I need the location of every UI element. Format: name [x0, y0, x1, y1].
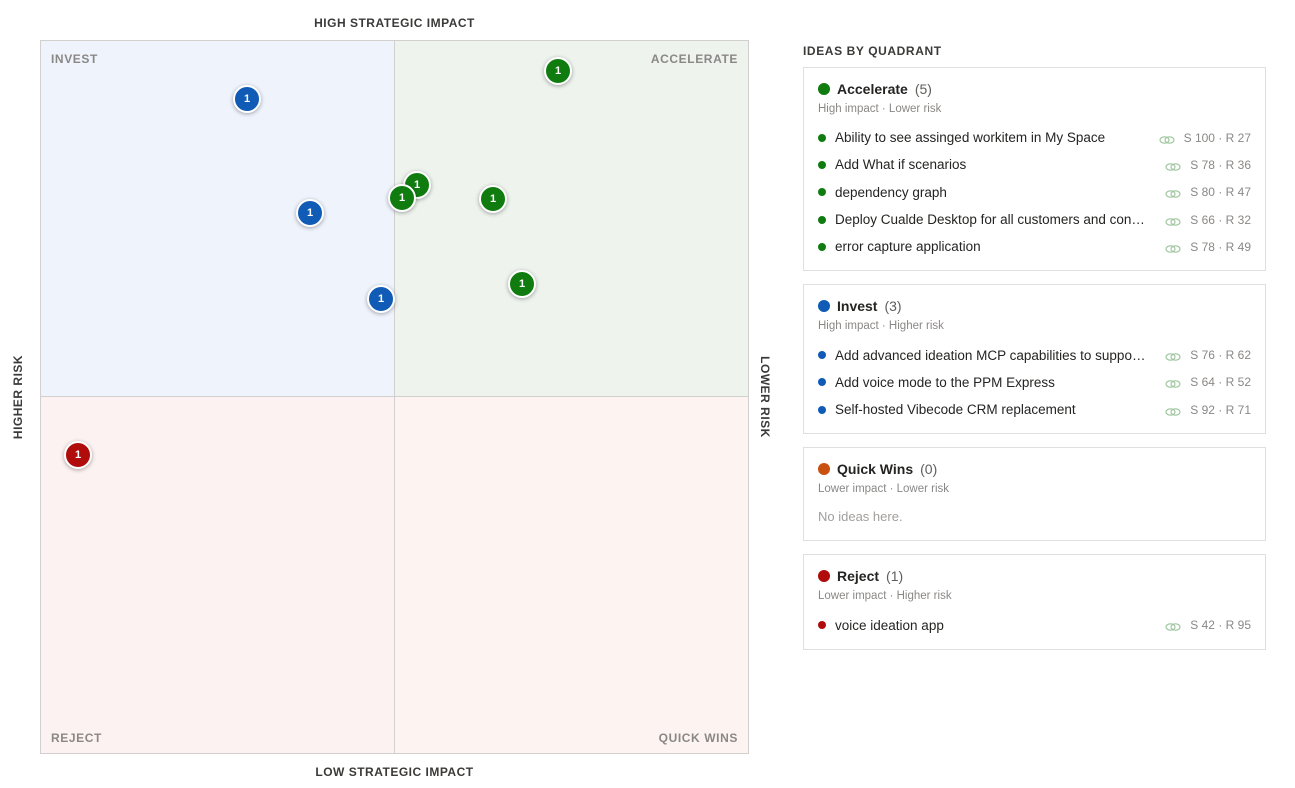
- group-color-dot: [818, 570, 830, 583]
- group-card-quick-wins: Quick Wins (0) Lower impact · Lower risk No…: [803, 447, 1266, 542]
- link-icon: [1165, 350, 1181, 361]
- group-card-invest: Invest (3) High impact · Higher risk Add ad…: [803, 284, 1266, 435]
- quadrant-label-reject: REJECT: [51, 731, 102, 745]
- group-color-dot: [818, 300, 830, 313]
- idea-color-dot: [818, 242, 826, 251]
- link-icon: [1165, 242, 1181, 253]
- group-subtitle: Lower impact · Lower risk: [818, 483, 950, 496]
- scatter-point-invest[interactable]: 1: [233, 85, 261, 113]
- group-name: Quick Wins: [837, 461, 914, 478]
- quadrant-invest: INVEST: [41, 41, 395, 397]
- group-color-dot: [818, 463, 830, 476]
- quadrant-accelerate: ACCELERATE: [394, 41, 748, 397]
- group-subtitle: High impact · Higher risk: [818, 320, 944, 333]
- axis-label-top: HIGH STRATEGIC IMPACT: [314, 16, 475, 30]
- idea-score: S 64 · R 52: [1190, 375, 1251, 390]
- idea-color-dot: [818, 378, 826, 387]
- idea-item[interactable]: voice ideation app S 42 · R 95: [818, 611, 1251, 638]
- group-card-reject: Reject (1) Lower impact · Higher risk voice…: [803, 554, 1266, 650]
- quadrant-label-quick-wins: QUICK WINS: [658, 731, 738, 745]
- panel-title: IDEAS BY QUADRANT: [803, 44, 942, 58]
- idea-score: S 92 · R 71: [1190, 402, 1251, 417]
- scatter-point-invest[interactable]: 1: [367, 285, 395, 313]
- group-header: Reject (1): [818, 568, 1251, 584]
- idea-title: Self-hosted Vibecode CRM replacement: [835, 402, 1076, 418]
- idea-color-dot: [818, 405, 826, 414]
- idea-title: error capture application: [835, 239, 981, 255]
- axis-label-bottom: LOW STRATEGIC IMPACT: [315, 765, 474, 779]
- quadrant-label-invest: INVEST: [51, 52, 98, 66]
- link-icon: [1159, 133, 1175, 144]
- link-icon: [1165, 160, 1181, 171]
- group-count: (1): [886, 568, 904, 585]
- quadrant-groups: Accelerate (5) High impact · Lower risk Abi…: [803, 67, 1266, 650]
- idea-item[interactable]: Add voice mode to the PPM Express S 64 · …: [818, 369, 1251, 396]
- link-icon: [1165, 215, 1181, 226]
- idea-item[interactable]: Ability to see assinged workitem in My S…: [818, 124, 1251, 151]
- group-header: Accelerate (5): [818, 81, 1251, 97]
- idea-score: S 76 · R 62: [1190, 348, 1251, 363]
- idea-title: Add advanced ideation MCP capabilities t…: [835, 347, 1146, 363]
- idea-item[interactable]: Add What if scenarios S 78 · R 36: [818, 151, 1251, 178]
- group-name: Accelerate: [837, 81, 908, 97]
- group-count: (5): [914, 81, 932, 97]
- idea-score: S 100 · R 27: [1183, 130, 1251, 145]
- link-icon: [1165, 187, 1181, 199]
- idea-title: dependency graph: [835, 184, 947, 200]
- quadrant-quick-wins: QUICK WINS: [394, 397, 748, 753]
- empty-message: No ideas here.: [818, 509, 903, 525]
- idea-title: Add What if scenarios: [835, 157, 967, 173]
- quadrant-reject: REJECT: [41, 397, 395, 753]
- idea-score: S 78 · R 36: [1190, 157, 1251, 172]
- group-count: (3): [884, 298, 902, 315]
- idea-item[interactable]: dependency graph S 80 · R 47: [818, 179, 1251, 206]
- idea-score: S 42 · R 95: [1190, 618, 1251, 633]
- idea-color-dot: [818, 351, 826, 360]
- ideas-panel: IDEAS BY QUADRANT Accelerate (5) High impa…: [803, 40, 1266, 663]
- axis-label-left: HIGHER RISK: [11, 354, 25, 440]
- idea-item[interactable]: Deploy Cualde Desktop for all customers …: [818, 206, 1251, 233]
- group-name: Reject: [837, 568, 880, 585]
- idea-score: S 78 · R 49: [1190, 239, 1251, 254]
- axis-label-right: LOWER RISK: [758, 356, 772, 438]
- group-subtitle: High impact · Lower risk: [818, 103, 942, 115]
- group-color-dot: [818, 83, 830, 95]
- group-count: (0): [920, 461, 938, 478]
- group-subtitle: Lower impact · Higher risk: [818, 590, 952, 603]
- scatter-point-invest[interactable]: 1: [296, 199, 324, 227]
- idea-color-dot: [818, 133, 826, 142]
- idea-color-dot: [818, 188, 826, 197]
- idea-color-dot: [818, 215, 826, 224]
- scatter-point-accelerate[interactable]: 1: [544, 57, 572, 85]
- idea-title: Ability to see assinged workitem in My S…: [835, 130, 1106, 146]
- group-header: Quick Wins (0): [818, 461, 1251, 477]
- idea-title: voice ideation app: [835, 617, 944, 633]
- scatter-point-accelerate[interactable]: 1: [479, 185, 507, 213]
- idea-item[interactable]: Add advanced ideation MCP capabilities t…: [818, 341, 1251, 368]
- idea-color-dot: [818, 160, 826, 169]
- group-name: Invest: [837, 298, 878, 315]
- idea-score: S 80 · R 47: [1190, 185, 1251, 200]
- link-icon: [1165, 377, 1181, 389]
- scatter-point-accelerate[interactable]: 1: [508, 270, 536, 298]
- link-icon: [1165, 405, 1181, 416]
- quadrant-label-accelerate: ACCELERATE: [650, 52, 738, 66]
- idea-title: Deploy Cualde Desktop for all customers …: [835, 212, 1145, 228]
- idea-score: S 66 · R 32: [1190, 212, 1251, 227]
- idea-item[interactable]: error capture application S 78 · R 49: [818, 233, 1251, 260]
- link-icon: [1165, 620, 1181, 631]
- quadrant-matrix: INVEST ACCELERATE REJECT QUICK WINS 1 1 1 1…: [40, 40, 749, 754]
- idea-title: Add voice mode to the PPM Express: [835, 374, 1055, 390]
- scatter-point-accelerate[interactable]: 1: [388, 184, 416, 212]
- group-card-accelerate: Accelerate (5) High impact · Lower risk Abi…: [803, 67, 1266, 272]
- scatter-point-reject[interactable]: 1: [64, 441, 92, 469]
- idea-item[interactable]: Self-hosted Vibecode CRM replacement S 92…: [818, 396, 1251, 423]
- idea-color-dot: [818, 621, 826, 630]
- group-header: Invest (3): [818, 298, 1251, 314]
